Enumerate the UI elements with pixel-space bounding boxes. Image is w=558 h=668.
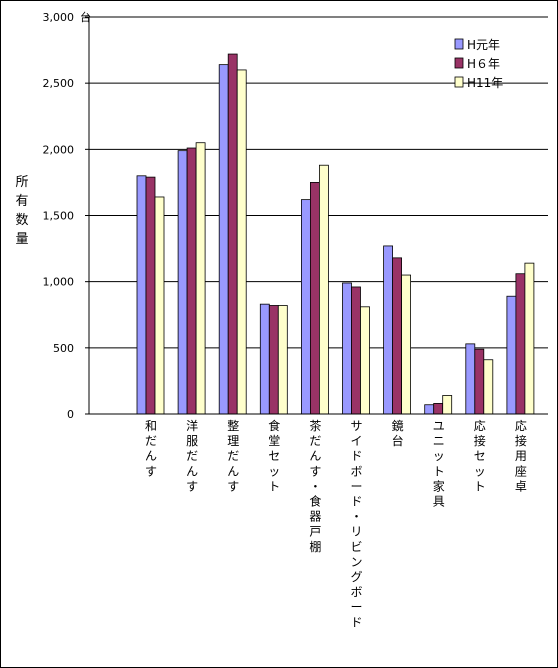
bar: [177, 150, 188, 415]
category-label: 茶だんす・食器戸棚: [309, 418, 321, 554]
legend-label: H６年: [467, 57, 500, 71]
bar: [392, 257, 403, 415]
bar: [154, 196, 165, 415]
bar: [360, 306, 370, 415]
bar: [342, 282, 352, 415]
legend-swatch: [454, 38, 464, 50]
bar: [433, 403, 444, 415]
legend-label: H元年: [467, 38, 500, 52]
bar: [227, 53, 238, 415]
category-label: 整理だんす: [227, 418, 239, 493]
y-tick-label: 1,500: [43, 210, 75, 223]
bar: [424, 404, 435, 415]
bar: [383, 245, 394, 415]
y-tick-label: 500: [53, 342, 74, 355]
category-label: 応接セット: [474, 419, 486, 493]
y-axis-label: 所有数量: [15, 175, 28, 247]
bar: [236, 69, 247, 415]
bar: [300, 199, 311, 415]
bars: [136, 53, 535, 415]
legend-swatch: [454, 57, 464, 69]
category-label: 食堂セット: [268, 418, 280, 493]
bar: [186, 147, 197, 415]
legend-swatch: [454, 76, 464, 88]
bar: [259, 303, 270, 415]
category-label: サイドボード・リビングボード: [350, 419, 362, 629]
category-label: 洋服だんす: [186, 418, 198, 493]
bar: [483, 359, 494, 415]
bar: [401, 274, 412, 415]
y-tick-labels: 0 500 1,000 1,500 2,000 2,500 3,000: [43, 11, 75, 421]
y-tick-label: 1,000: [43, 276, 75, 289]
y-tick-label: 0: [67, 408, 74, 421]
bar: [268, 305, 279, 415]
y-tick-label: 3,000: [43, 11, 75, 24]
bar: [218, 64, 229, 415]
y-axis-label-text: 所有数量: [15, 175, 28, 247]
y-tick-label: 2,000: [43, 143, 75, 156]
y-unit-label: 台: [80, 10, 91, 24]
y-tick-label: 2,500: [43, 77, 75, 90]
category-label: 応接用座卓: [515, 419, 527, 493]
bar: [277, 305, 288, 415]
axes: [88, 17, 548, 415]
bar: [442, 395, 453, 415]
category-label: 和だんす: [145, 419, 157, 478]
bar: [195, 142, 206, 415]
category-labels: 和だんす 洋服だんす 整理だんす 食堂セット 茶だんす・食器戸棚 サイドボード・リビングボ…: [145, 418, 527, 629]
category-label: ユニット家具: [433, 419, 445, 509]
category-label: 鏡台: [392, 418, 404, 448]
bar: [524, 262, 535, 415]
bar: [506, 295, 517, 415]
bar: [145, 176, 156, 415]
bar: [318, 164, 329, 415]
legend: H元年 H６年 H11年: [454, 38, 503, 90]
legend-label: H11年: [467, 76, 503, 90]
bar: [309, 182, 320, 415]
bar: [465, 343, 476, 415]
bar: [474, 348, 485, 415]
bar: [515, 273, 526, 415]
bar: [351, 286, 361, 415]
bar: [136, 175, 147, 415]
